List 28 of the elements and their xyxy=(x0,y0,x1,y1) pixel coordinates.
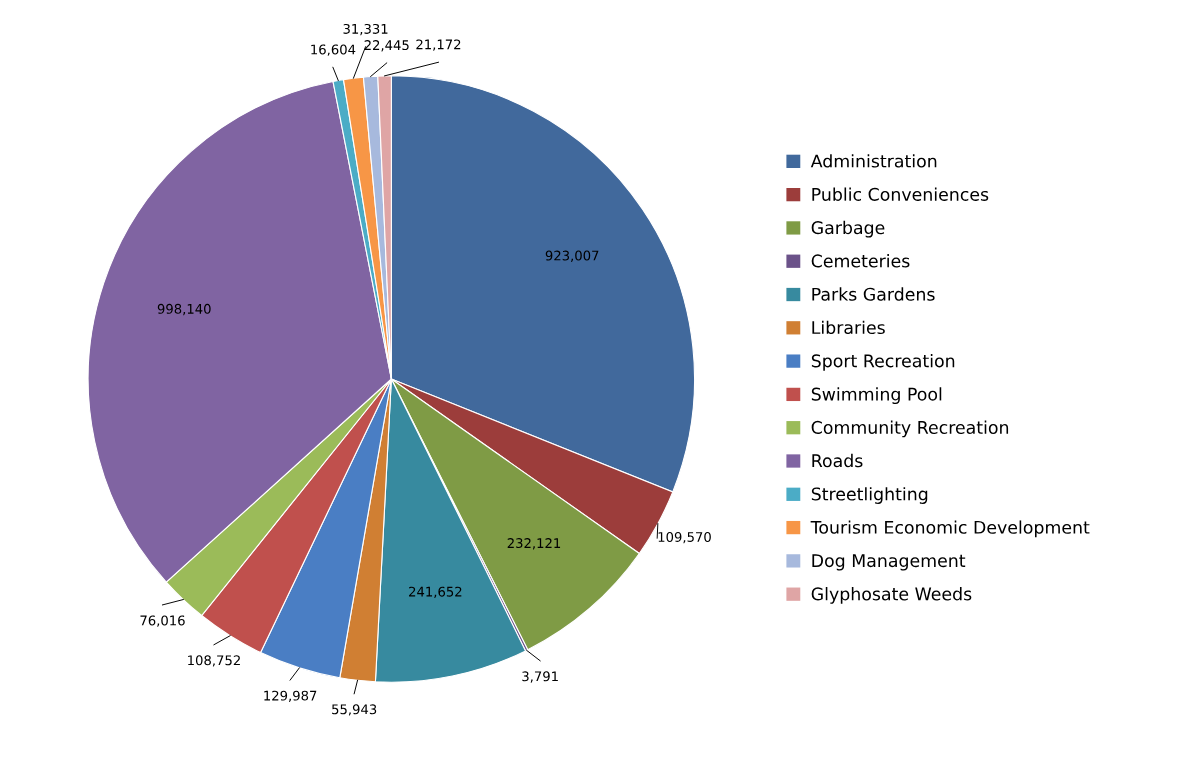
legend-label: Glyphosate Weeds xyxy=(811,587,972,604)
data-label: 55,943 xyxy=(332,704,377,716)
data-label: 109,570 xyxy=(658,531,711,544)
data-label: 16,604 xyxy=(311,44,356,56)
legend-label: Community Recreation xyxy=(811,420,1009,438)
legend-label: Swimming Pool xyxy=(811,387,942,405)
data-label: 232,121 xyxy=(507,538,561,550)
legend-label: Cemeteries xyxy=(811,254,910,268)
legend-label: Streetlighting xyxy=(811,487,928,504)
data-label: 22,445 xyxy=(364,40,409,52)
data-label: 76,016 xyxy=(140,615,185,627)
legend-label: Libraries xyxy=(812,320,885,335)
data-label: 108,752 xyxy=(188,655,240,667)
legend-label: Public Conveniences xyxy=(812,187,989,201)
data-label: 241,652 xyxy=(409,586,462,598)
legend-label: Garbage xyxy=(811,220,885,238)
data-label: 21,172 xyxy=(416,39,461,51)
data-label: 3,791 xyxy=(522,671,558,683)
data-label: 923,007 xyxy=(545,250,599,262)
legend-label: Tourism Economic Development xyxy=(810,520,1090,538)
legend-label: Sport Recreation xyxy=(811,353,955,371)
legend-label: Administration xyxy=(810,154,937,168)
legend-label: Dog Management xyxy=(812,554,966,571)
data-label: 31,331 xyxy=(343,23,388,36)
data-label: 129,987 xyxy=(264,690,317,702)
legend-label: Roads xyxy=(812,453,863,468)
data-label: 998,140 xyxy=(157,303,211,316)
legend-label: Parks Gardens xyxy=(812,287,935,301)
